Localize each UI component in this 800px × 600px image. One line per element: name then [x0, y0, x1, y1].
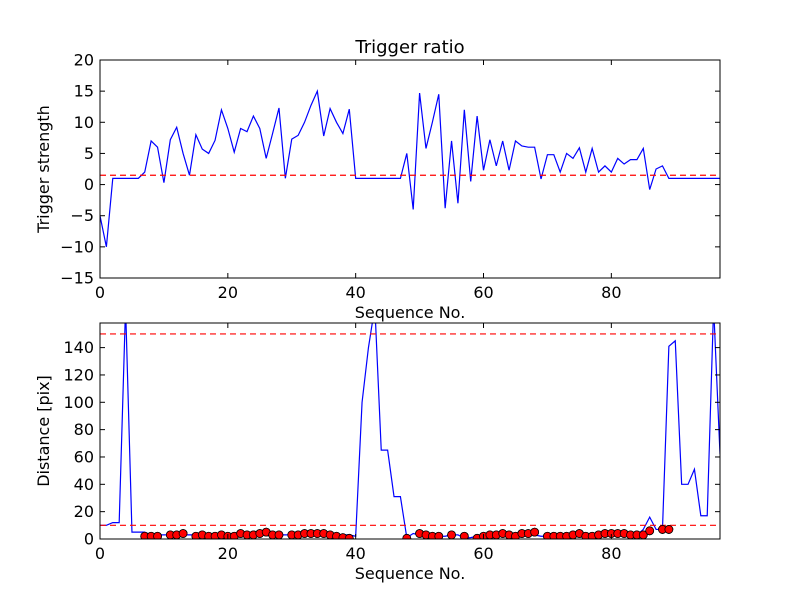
y-tick-label: 10 [74, 113, 94, 132]
data-point [459, 531, 469, 539]
y-tick-label: 0 [84, 530, 94, 549]
x-tick-label: 0 [95, 544, 105, 563]
data-point [178, 529, 188, 538]
x-tick-label: 0 [95, 283, 105, 302]
y-tick-label: 140 [63, 338, 94, 357]
y-tick-label: −15 [60, 269, 94, 288]
x-tick-label: 40 [345, 544, 365, 563]
data-point [447, 530, 456, 539]
y-tick-label: 20 [74, 502, 94, 521]
y-tick-label: −10 [60, 237, 94, 256]
chart-title: Trigger ratio [354, 37, 464, 58]
data-point [645, 526, 655, 536]
plot-area [100, 323, 720, 539]
y-tick-label: 100 [63, 393, 94, 412]
data-point [434, 531, 444, 539]
plot-frame [99, 59, 721, 279]
data-point [274, 530, 284, 539]
y-tick-label: 40 [74, 475, 94, 494]
y-axis-label: Trigger strength [34, 105, 53, 234]
x-tick-label: 60 [473, 283, 493, 302]
data-point [344, 533, 354, 539]
y-axis-label: Distance [pix] [34, 375, 53, 487]
series-line [100, 88, 720, 247]
data-point [153, 531, 162, 539]
y-tick-label: 120 [63, 365, 94, 384]
distance-panel: 0 20 40 60 80 0 20 40 60 80 100 120 140 Sequence No. D… [34, 322, 721, 583]
series-line [100, 323, 720, 539]
x-tick-label: 20 [218, 544, 238, 563]
x-axis-label: Sequence No. [355, 564, 466, 583]
plot-frame [99, 322, 721, 540]
x-tick-label: 60 [473, 544, 493, 563]
x-tick-label: 20 [218, 283, 238, 302]
plot-area [100, 88, 720, 247]
trigger-ratio-panel: 0 20 40 60 80 −15 −10 −5 0 5 10 15 20 Trigger ratio Se… [34, 37, 721, 322]
y-tick-label: 80 [74, 420, 94, 439]
x-axis-label: Sequence No. [355, 303, 466, 322]
y-tick-label: 0 [84, 175, 94, 194]
y-tick-label: 5 [84, 144, 94, 163]
y-tick-label: 20 [74, 51, 94, 70]
x-tick-label: 40 [345, 283, 365, 302]
y-tick-label: 60 [74, 447, 94, 466]
data-point [664, 525, 674, 534]
x-tick-label: 80 [601, 544, 621, 563]
y-tick-label: 15 [74, 82, 94, 101]
data-point [530, 527, 540, 537]
x-tick-label: 80 [601, 283, 621, 302]
y-tick-label: −5 [70, 206, 94, 225]
data-point [402, 533, 412, 539]
